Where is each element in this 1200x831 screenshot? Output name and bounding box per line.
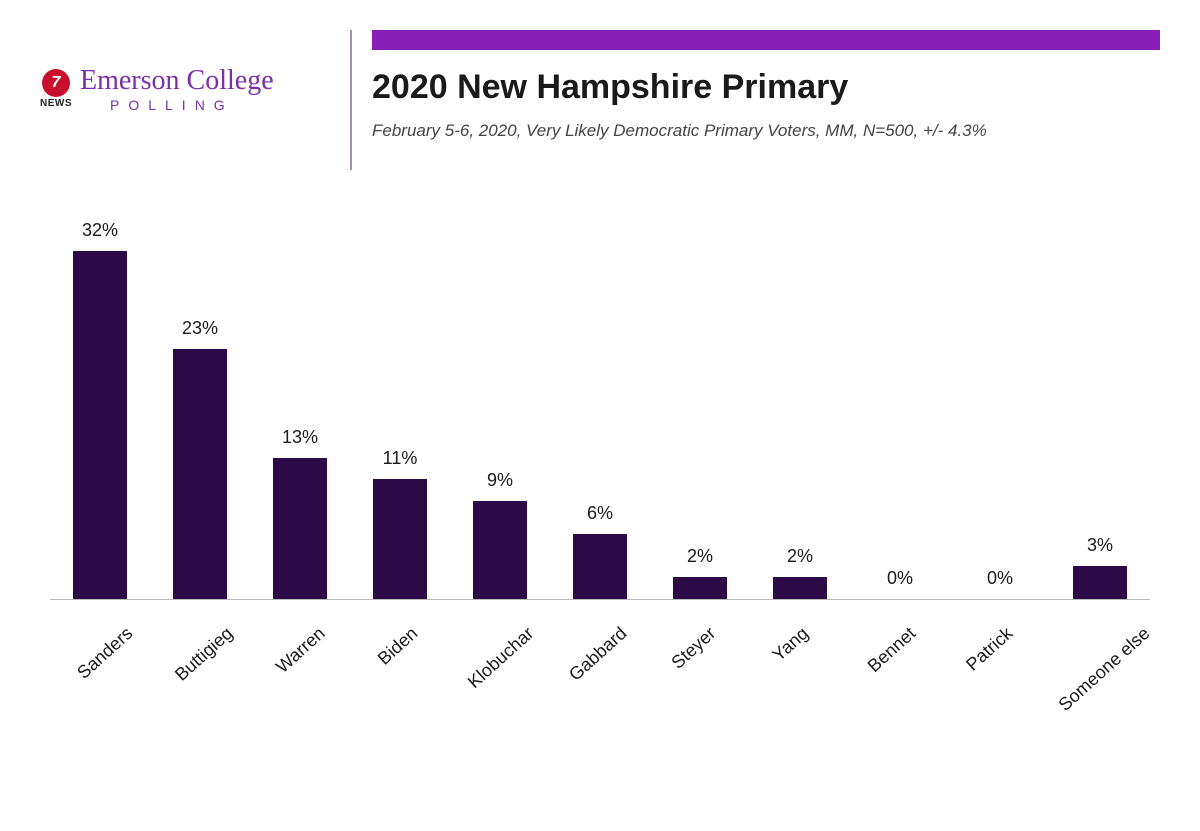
bar <box>73 251 127 599</box>
bar <box>573 534 627 599</box>
x-axis-labels: SandersButtigiegWarrenBidenKlobucharGabb… <box>50 618 1150 639</box>
org-text: Emerson College POLLING <box>80 65 274 113</box>
news-7-icon <box>42 69 70 97</box>
bar-value-label: 6% <box>587 503 613 524</box>
bar-value-label: 11% <box>383 448 418 469</box>
chart-plot: 32% 23% 13% 11% 9% 6% 2% 2% 0% 0% 3% <box>50 230 1150 600</box>
header-section: NEWS Emerson College POLLING 2020 New Ha… <box>40 30 1160 170</box>
bar-value-label: 0% <box>987 568 1013 589</box>
bar-value-label: 3% <box>1087 535 1113 556</box>
bar <box>773 577 827 599</box>
x-axis-label: Bennet <box>838 618 937 639</box>
bar-value-label: 32% <box>82 220 118 241</box>
bar-value-label: 2% <box>787 546 813 567</box>
x-axis-label: Yang <box>740 618 839 639</box>
accent-bar <box>372 30 1160 50</box>
bar-value-label: 0% <box>887 568 913 589</box>
chart-container: 32% 23% 13% 11% 9% 6% 2% 2% 0% 0% 3% SandersButtig… <box>40 230 1160 710</box>
bar-value-label: 2% <box>687 546 713 567</box>
org-name: Emerson College <box>80 65 274 97</box>
news-label: NEWS <box>40 98 72 109</box>
bar-group: 11% <box>350 230 450 599</box>
branding-block: NEWS Emerson College POLLING <box>40 30 330 113</box>
bar-group: 2% <box>650 230 750 599</box>
x-axis-label: Buttigieg <box>149 618 248 639</box>
x-axis-label: Warren <box>247 618 346 639</box>
x-axis-label: Gabbard <box>543 618 642 639</box>
x-axis-label: Sanders <box>50 618 149 639</box>
news-logo: NEWS <box>40 69 72 109</box>
bar <box>473 501 527 599</box>
vertical-divider <box>350 30 352 170</box>
bar-group: 23% <box>150 230 250 599</box>
bar <box>273 458 327 599</box>
bar-group: 0% <box>850 230 950 599</box>
chart-title: 2020 New Hampshire Primary <box>372 68 1160 107</box>
chart-subtitle: February 5-6, 2020, Very Likely Democrat… <box>372 117 1160 144</box>
x-axis-label: Someone else <box>1035 618 1150 639</box>
x-axis-label: Patrick <box>937 618 1036 639</box>
title-block: 2020 New Hampshire Primary February 5-6,… <box>372 30 1160 144</box>
bar-group: 6% <box>550 230 650 599</box>
bar <box>1073 566 1127 599</box>
bar <box>173 349 227 599</box>
bar-value-label: 13% <box>282 427 318 448</box>
bar-group: 9% <box>450 230 550 599</box>
x-axis-label: Klobuchar <box>444 618 543 639</box>
bar-group: 32% <box>50 230 150 599</box>
x-axis-label: Steyer <box>641 618 740 639</box>
bar-group: 2% <box>750 230 850 599</box>
bar-value-label: 9% <box>487 470 513 491</box>
bar-group: 13% <box>250 230 350 599</box>
bar-group: 0% <box>950 230 1050 599</box>
x-axis-label: Biden <box>346 618 445 639</box>
bar <box>373 479 427 599</box>
bar <box>673 577 727 599</box>
bar-group: 3% <box>1050 230 1150 599</box>
org-sub: POLLING <box>110 97 274 113</box>
bar-value-label: 23% <box>182 318 218 339</box>
